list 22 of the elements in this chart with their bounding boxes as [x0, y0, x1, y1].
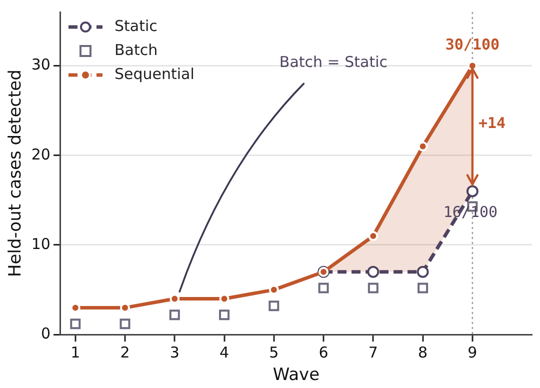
x-tick-label: 5 — [269, 343, 279, 362]
x-tick-label: 7 — [368, 343, 378, 362]
annotation: +14 — [478, 114, 506, 132]
x-axis-title: Wave — [272, 365, 320, 386]
legend-label: Static — [114, 16, 158, 35]
y-tick-label: 0 — [40, 324, 50, 342]
legend-label: Sequential — [114, 64, 194, 83]
y-axis-title: Held-out cases detected — [6, 70, 26, 278]
x-tick-label: 6 — [318, 343, 328, 362]
x-tick-label: 3 — [170, 343, 180, 362]
data-label: 16/100 — [443, 203, 498, 222]
annotation: Batch = Static — [279, 52, 388, 71]
x-tick-label: 9 — [468, 343, 478, 362]
data-label: 30/100 — [445, 36, 500, 54]
x-tick-label: 4 — [220, 343, 230, 362]
x-tick-label: 1 — [70, 343, 80, 362]
legend-label: Batch — [114, 40, 158, 59]
y-tick-label: 20 — [31, 145, 50, 164]
x-tick-label: 2 — [120, 343, 130, 362]
y-tick-label: 30 — [31, 56, 50, 74]
x-tick-label: 8 — [418, 343, 428, 362]
y-tick-label: 10 — [31, 234, 50, 253]
